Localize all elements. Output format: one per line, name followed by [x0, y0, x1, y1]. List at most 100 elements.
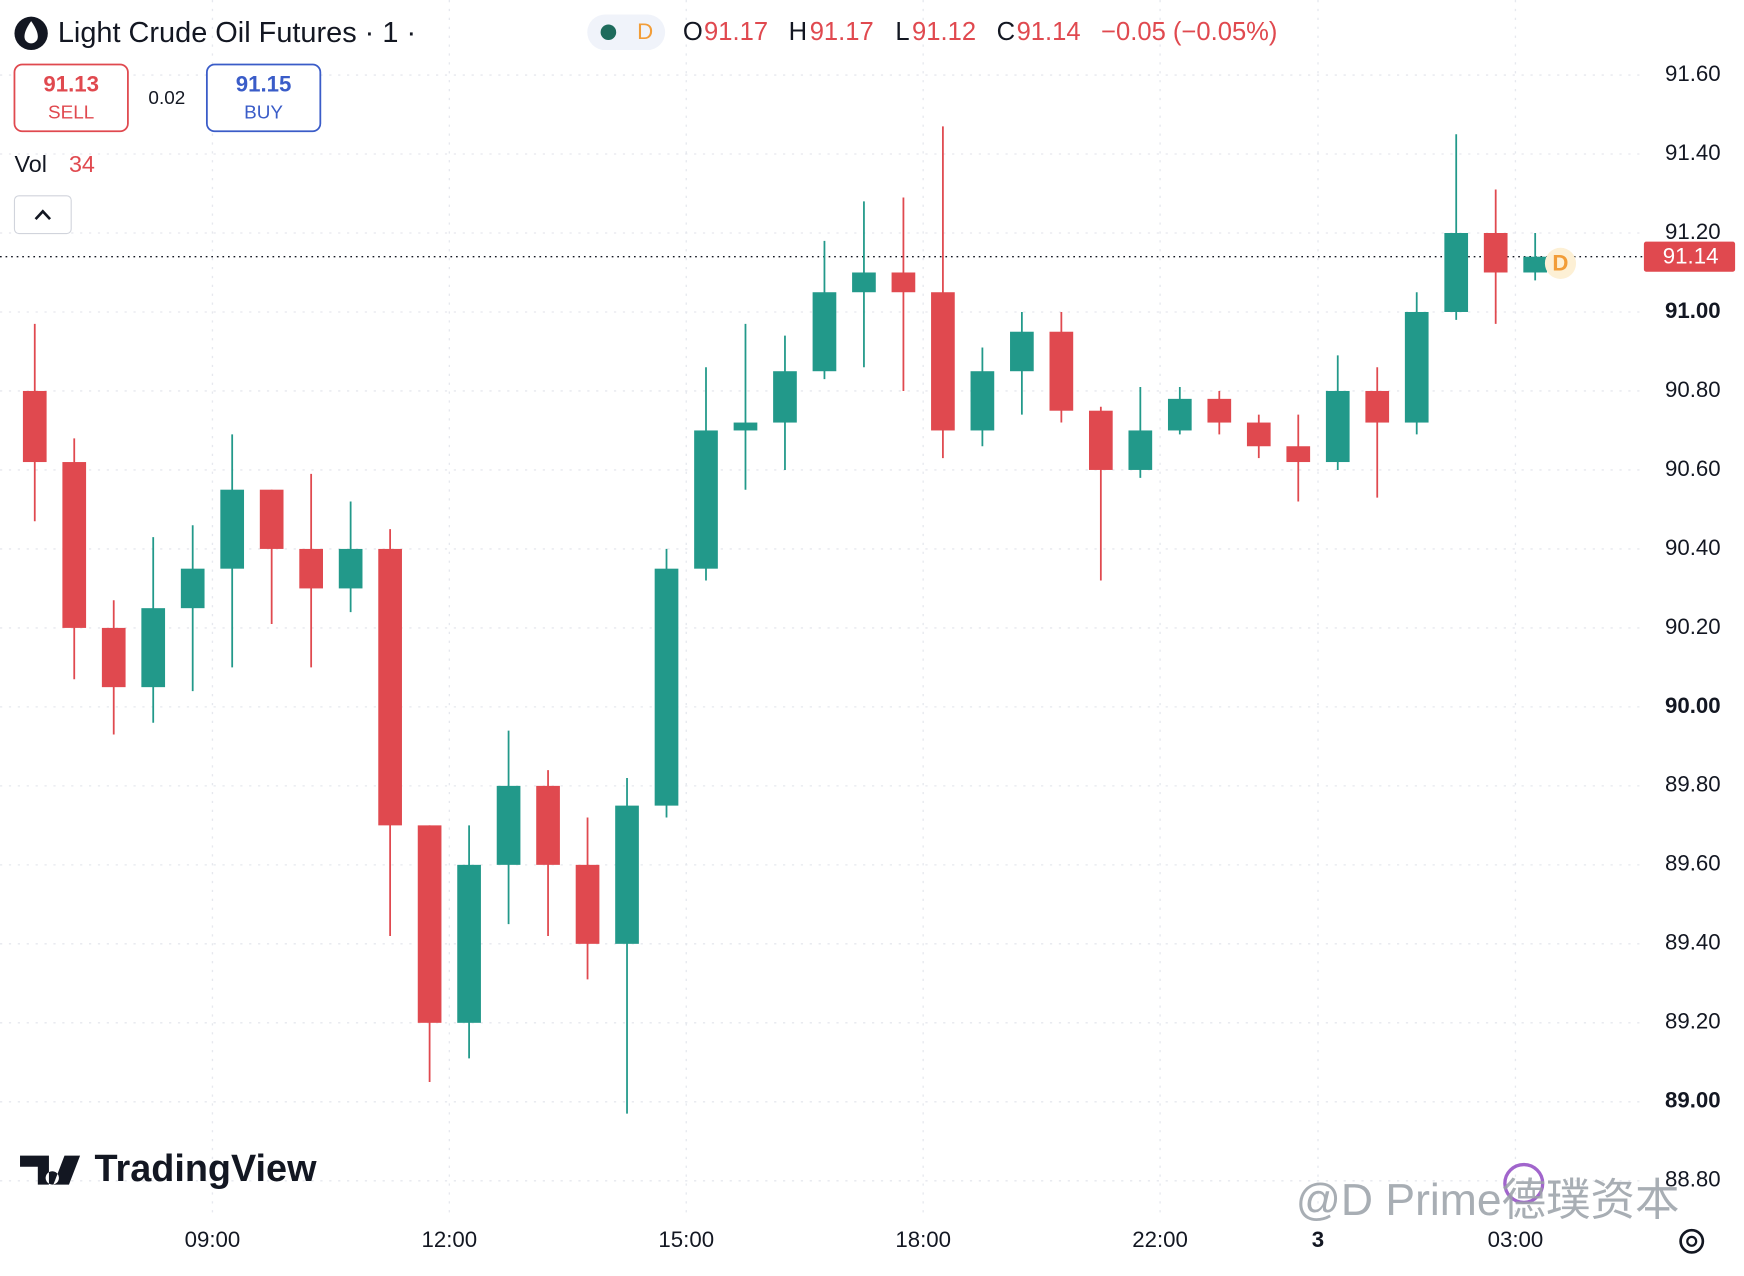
- last-price-marker: D: [1552, 250, 1568, 275]
- last-price-label: 91.14: [1663, 244, 1719, 269]
- candle-body: [220, 489, 245, 569]
- candle-body: [1207, 398, 1232, 423]
- buy-label: BUY: [244, 102, 283, 123]
- candle-body: [1286, 446, 1311, 463]
- legend-value: 91.17: [704, 18, 768, 46]
- buy-button[interactable]: [205, 63, 322, 133]
- candle-body: [22, 390, 47, 463]
- last-price-marker-bg: [1544, 247, 1577, 279]
- candle-body: [970, 371, 995, 431]
- y-tick-label: 90.40: [1665, 535, 1721, 560]
- candle-body: [457, 864, 481, 1023]
- legend-value: 91.12: [912, 18, 976, 46]
- candle-body: [101, 627, 126, 688]
- volume-value: 34: [69, 151, 95, 177]
- candle-body: [536, 785, 560, 865]
- candle-body: [575, 864, 600, 944]
- legend-value: 91.17: [810, 18, 874, 46]
- x-tick-label: 12:00: [422, 1227, 478, 1252]
- y-tick-label: 88.80: [1665, 1167, 1721, 1192]
- x-tick-label: 03:00: [1488, 1227, 1544, 1252]
- y-tick-label: 89.40: [1665, 930, 1721, 955]
- candle-body: [1404, 311, 1429, 423]
- y-tick-label: 90.20: [1665, 614, 1721, 639]
- legend-value: 91.14: [1017, 18, 1081, 46]
- candle-body: [1444, 232, 1469, 312]
- candle-body: [694, 430, 718, 569]
- candle-body: [338, 548, 363, 589]
- legend: O 91.17 H 91.17 L 91.12 C 91.14: [683, 18, 1081, 46]
- x-tick-label: 22:00: [1132, 1227, 1188, 1252]
- candle-body: [259, 489, 284, 549]
- candle-body: [141, 608, 166, 688]
- x-tick-label: 3: [1312, 1227, 1324, 1252]
- candle-body: [891, 272, 916, 293]
- chart-title: Light Crude Oil Futures · 1 ·: [58, 17, 416, 49]
- candle-body: [773, 371, 797, 423]
- collapse-button[interactable]: [13, 195, 72, 235]
- candle-body: [1049, 331, 1074, 411]
- legend-prefix: O: [683, 18, 703, 46]
- candle-body: [62, 462, 87, 628]
- candle-body: [1325, 390, 1350, 463]
- candle-body: [299, 548, 323, 589]
- candle-body: [1365, 390, 1390, 423]
- interval: D: [637, 19, 653, 44]
- candle-body: [1088, 410, 1113, 470]
- volume-label: Vol: [14, 151, 46, 177]
- spread: 0.02: [148, 88, 185, 109]
- overlay: Light Crude Oil Futures · 1 · D O 91.17 H 9…: [13, 14, 1736, 1254]
- interval-badge[interactable]: [587, 14, 666, 51]
- x-tick-label: 15:00: [658, 1227, 714, 1252]
- y-tick-label: 91.20: [1665, 219, 1721, 244]
- candle-body: [812, 292, 837, 372]
- candle-body: [378, 548, 402, 826]
- x-tick-label: 18:00: [895, 1227, 951, 1252]
- candle-body: [931, 292, 955, 431]
- legend-prefix: H: [789, 18, 807, 46]
- y-tick-label: 91.60: [1665, 61, 1721, 86]
- y-tick-label: 91.00: [1665, 298, 1721, 323]
- candle-body: [1010, 331, 1034, 372]
- y-tick-label: 91.40: [1665, 140, 1721, 165]
- change: −0.05 (−0.05%): [1101, 18, 1277, 46]
- candle-body: [852, 272, 876, 293]
- y-tick-label: 90.00: [1665, 693, 1721, 718]
- legend-prefix: L: [895, 18, 909, 46]
- candle-body: [1246, 422, 1271, 447]
- candle-body: [496, 785, 521, 865]
- candle-body: [615, 805, 639, 944]
- y-tick-label: 90.60: [1665, 456, 1721, 481]
- legend-prefix: C: [997, 18, 1015, 46]
- buy-price: 91.15: [236, 72, 292, 97]
- brand-logo: [20, 1155, 81, 1185]
- watermark: @D Prime德璞资本: [1296, 1176, 1680, 1225]
- sell-price: 91.13: [43, 72, 99, 97]
- x-tick-label: 09:00: [185, 1227, 241, 1252]
- droplet: [24, 21, 38, 44]
- settings-icon[interactable]: [1679, 1228, 1705, 1254]
- y-tick-label: 89.80: [1665, 772, 1721, 797]
- y-tick-label: 89.20: [1665, 1009, 1721, 1034]
- candle-body: [1128, 430, 1153, 470]
- candle-body: [654, 568, 679, 806]
- grid: [0, 0, 1644, 1213]
- candle-body: [1483, 232, 1508, 273]
- y-tick-label: 89.00: [1665, 1088, 1721, 1113]
- status-dot: [600, 24, 617, 41]
- brand: TradingView: [95, 1148, 318, 1190]
- sell-button[interactable]: [13, 63, 129, 133]
- y-tick-label: 89.60: [1665, 851, 1721, 876]
- chevron: [34, 209, 52, 221]
- y-tick-label: 90.80: [1665, 377, 1721, 402]
- candle-body: [1523, 256, 1548, 273]
- last-price-box: [1643, 241, 1736, 272]
- candle-body: [733, 422, 758, 431]
- candles: [22, 126, 1548, 1114]
- sell-label: SELL: [48, 102, 94, 123]
- candle-body: [180, 568, 205, 609]
- candle-body: [417, 825, 442, 1023]
